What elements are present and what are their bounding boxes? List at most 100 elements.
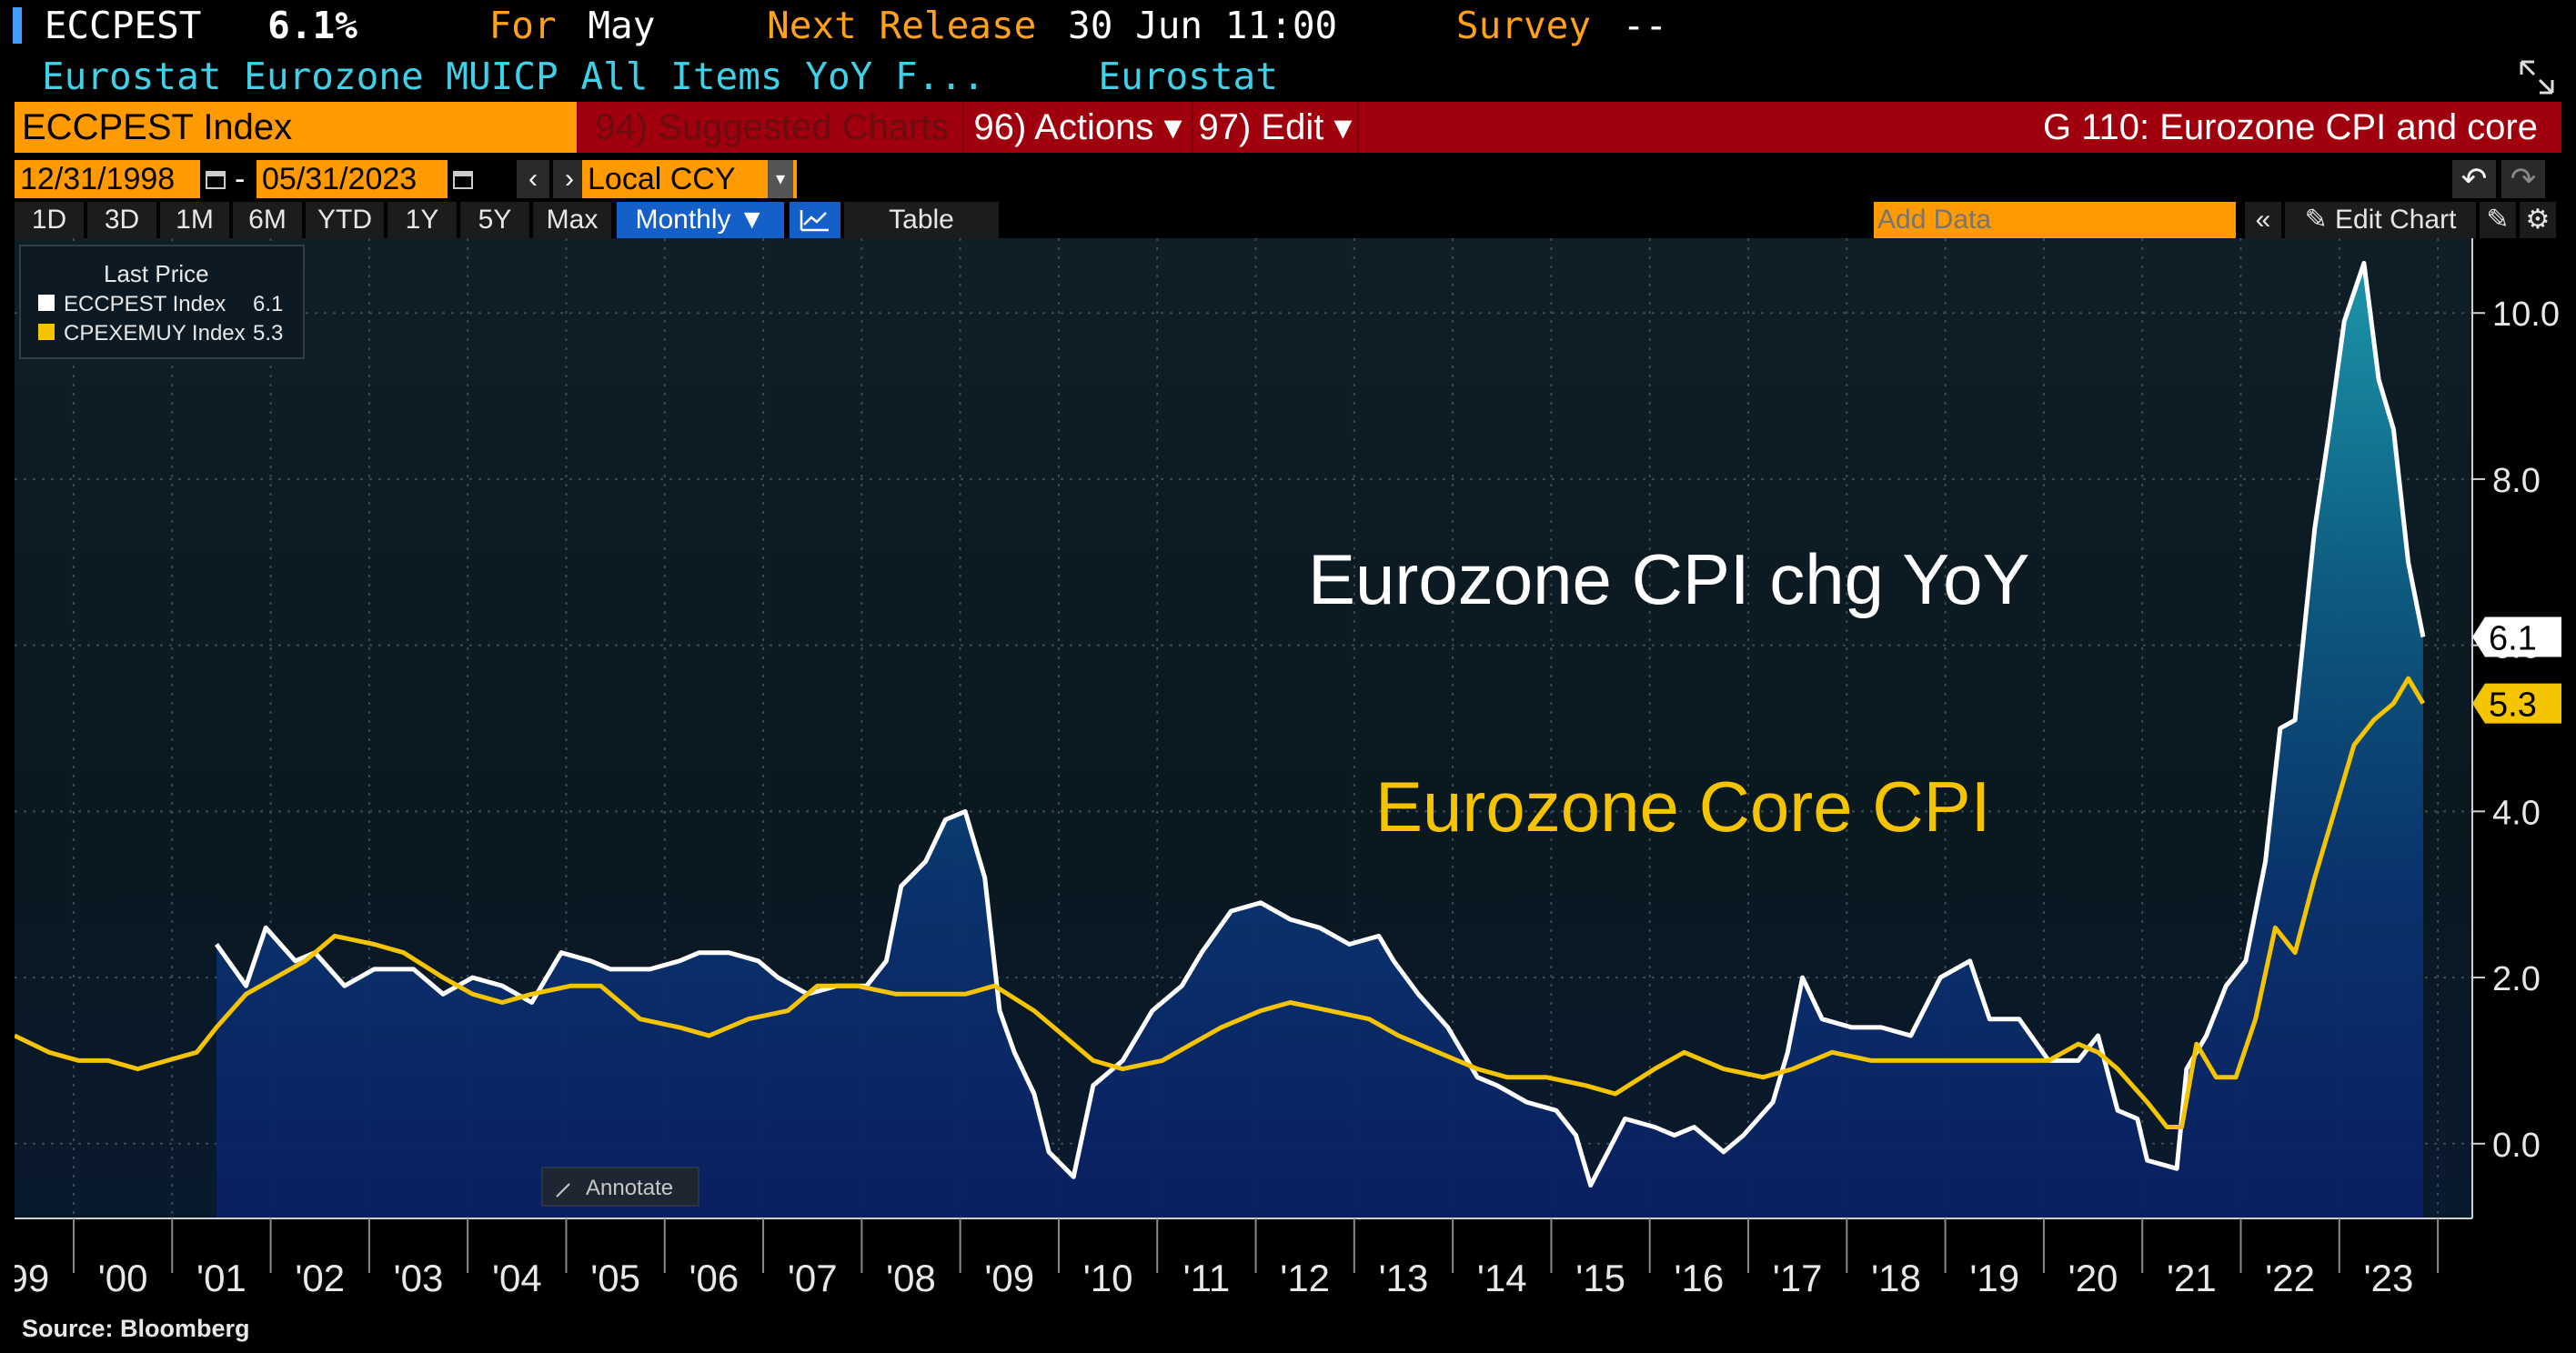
x-tick-label: '06: [689, 1257, 740, 1299]
x-tick-label: '13: [1379, 1257, 1429, 1299]
range-5y[interactable]: 5Y: [460, 202, 529, 238]
range-3d-label: 3D: [104, 205, 140, 235]
for-label: For: [488, 4, 557, 47]
range-3d[interactable]: 3D: [87, 202, 156, 238]
annotation-core: Eurozone Core CPI: [1375, 767, 1990, 847]
value-tag-shape: [2472, 683, 2561, 724]
currency-text: Local CCY: [588, 162, 736, 196]
legend-swatch-core: [38, 324, 55, 340]
ticker-label: ECCPEST: [44, 4, 202, 47]
legend-label-headline: ECCPEST Index: [64, 292, 226, 316]
line-chart-icon[interactable]: [790, 202, 840, 238]
actions-menu[interactable]: 96) Actions ▾: [962, 102, 1192, 153]
redo-icon[interactable]: ↷: [2501, 160, 2545, 198]
edit-chart-label: Edit Chart: [2335, 205, 2457, 235]
pencil-icon: [556, 1183, 570, 1198]
headline-cpi-line: [214, 260, 2426, 1188]
y-tick-label: 10.0: [2492, 296, 2560, 334]
x-tick-label: '01: [196, 1257, 247, 1299]
expand-icon[interactable]: [2518, 58, 2556, 96]
x-tick-label: '10: [1083, 1257, 1133, 1299]
x-tick-label: '00: [98, 1257, 148, 1299]
start-date-text: 12/31/1998: [20, 162, 176, 196]
annotation-headline: Eurozone CPI chg YoY: [1308, 539, 2030, 619]
date-range-dash: -: [235, 162, 246, 196]
x-tick-label: '15: [1575, 1257, 1625, 1299]
core-cpi-line: [15, 676, 2426, 1129]
x-tick-label: '07: [788, 1257, 838, 1299]
description-text: Eurostat Eurozone MUICP All Items YoY F.…: [42, 55, 985, 98]
frequency-label: Monthly ▼: [635, 205, 766, 235]
range-max-label: Max: [546, 205, 599, 235]
headline-area-fill: [216, 263, 2423, 1218]
table-button[interactable]: Table: [844, 202, 999, 238]
y-tick-label: 0.0: [2492, 1127, 2541, 1165]
next-release-label: Next Release: [767, 4, 1037, 47]
suggested-charts-button[interactable]: 94) Suggested Charts: [586, 102, 959, 153]
add-data-input[interactable]: [1874, 202, 2236, 238]
calendar-icon[interactable]: [204, 167, 227, 191]
undo-icon[interactable]: ↶: [2452, 160, 2496, 198]
frequency-select[interactable]: Monthly ▼: [617, 202, 784, 238]
x-tick-label: '20: [2068, 1257, 2118, 1299]
x-tick-label: '99: [15, 1257, 49, 1299]
end-date-field[interactable]: 05/31/2023: [257, 160, 448, 198]
x-tick-label: '17: [1773, 1257, 1823, 1299]
range-1y[interactable]: 1Y: [387, 202, 457, 238]
end-date-text: 05/31/2023: [262, 162, 418, 196]
x-tick-label: '23: [2364, 1257, 2414, 1299]
range-6m-label: 6M: [248, 205, 287, 235]
x-tick-label: '03: [394, 1257, 444, 1299]
value-tag-shape: [2472, 616, 2561, 657]
range-1y-label: 1Y: [405, 205, 439, 235]
legend-title: Last Price: [104, 260, 209, 287]
currency-select[interactable]: Local CCY ▾: [582, 160, 797, 198]
next-period-button[interactable]: ›: [553, 160, 586, 198]
gear-icon[interactable]: ⚙: [2520, 202, 2556, 238]
security-description: Eurostat Eurozone MUICP All Items YoY F.…: [42, 55, 1278, 98]
range-ytd[interactable]: YTD: [306, 202, 384, 238]
x-tick-label: '09: [984, 1257, 1034, 1299]
graph-title: G 110: Eurozone CPI and core: [2043, 102, 2538, 153]
edit-chart-button[interactable]: ✎ Edit Chart: [2285, 202, 2476, 238]
value-tag-text: 5.3: [2489, 687, 2537, 725]
survey-value: --: [1622, 4, 1668, 47]
start-date-field[interactable]: 12/31/1998: [15, 160, 200, 198]
edit-icon[interactable]: ✎: [2480, 202, 2516, 238]
security-field-text: ECCPEST Index: [22, 107, 293, 147]
core-last-value-label: 5.3: [2472, 683, 2561, 725]
actions-label: 96) Actions ▾: [973, 107, 1182, 147]
range-ytd-label: YTD: [317, 205, 372, 235]
legend-swatch-headline: [38, 295, 55, 311]
collapse-icon[interactable]: «: [2245, 202, 2281, 238]
data-source-name: Eurostat: [1098, 55, 1278, 98]
edit-label: 97) Edit ▾: [1198, 107, 1353, 147]
chevron-down-icon: ▾: [768, 160, 793, 198]
calendar-icon[interactable]: [451, 167, 475, 191]
x-tick-label: '18: [1871, 1257, 1921, 1299]
x-tick-label: '05: [590, 1257, 640, 1299]
security-header: ECCPEST 6.1% For May Next Release 30 Jun…: [13, 4, 1667, 58]
range-max[interactable]: Max: [533, 202, 611, 238]
x-tick-label: '11: [1183, 1257, 1231, 1299]
x-tick-label: '16: [1674, 1257, 1724, 1299]
security-field[interactable]: ECCPEST Index: [15, 102, 577, 153]
range-1d[interactable]: 1D: [15, 202, 84, 238]
edit-menu[interactable]: 97) Edit ▾: [1192, 102, 1359, 153]
y-tick-label: 2.0: [2492, 960, 2541, 998]
y-tick-label: 4.0: [2492, 794, 2541, 832]
date-controls: 12/31/1998 - 05/31/2023 ‹ › Local CCY ▾ ↶…: [15, 160, 2561, 198]
chart-area: 0.02.04.06.08.010.0 '99'00'01'02'03'04'0…: [15, 238, 2561, 1299]
legend-value-core: 5.3: [253, 321, 283, 346]
legend-label-core: CPEXEMUY Index: [64, 321, 246, 346]
range-6m[interactable]: 6M: [233, 202, 302, 238]
annotate-label: Annotate: [586, 1176, 673, 1200]
y-tick-label: 8.0: [2492, 462, 2541, 500]
function-toolbar: ECCPEST Index 94) Suggested Charts 96) A…: [15, 102, 2561, 153]
range-1m[interactable]: 1M: [160, 202, 229, 238]
prev-period-button[interactable]: ‹: [517, 160, 549, 198]
value-tag-text: 6.1: [2489, 620, 2537, 658]
x-tick-label: '19: [1969, 1257, 2019, 1299]
annotate-button[interactable]: Annotate: [541, 1167, 699, 1207]
x-tick-label: '21: [2167, 1257, 2217, 1299]
